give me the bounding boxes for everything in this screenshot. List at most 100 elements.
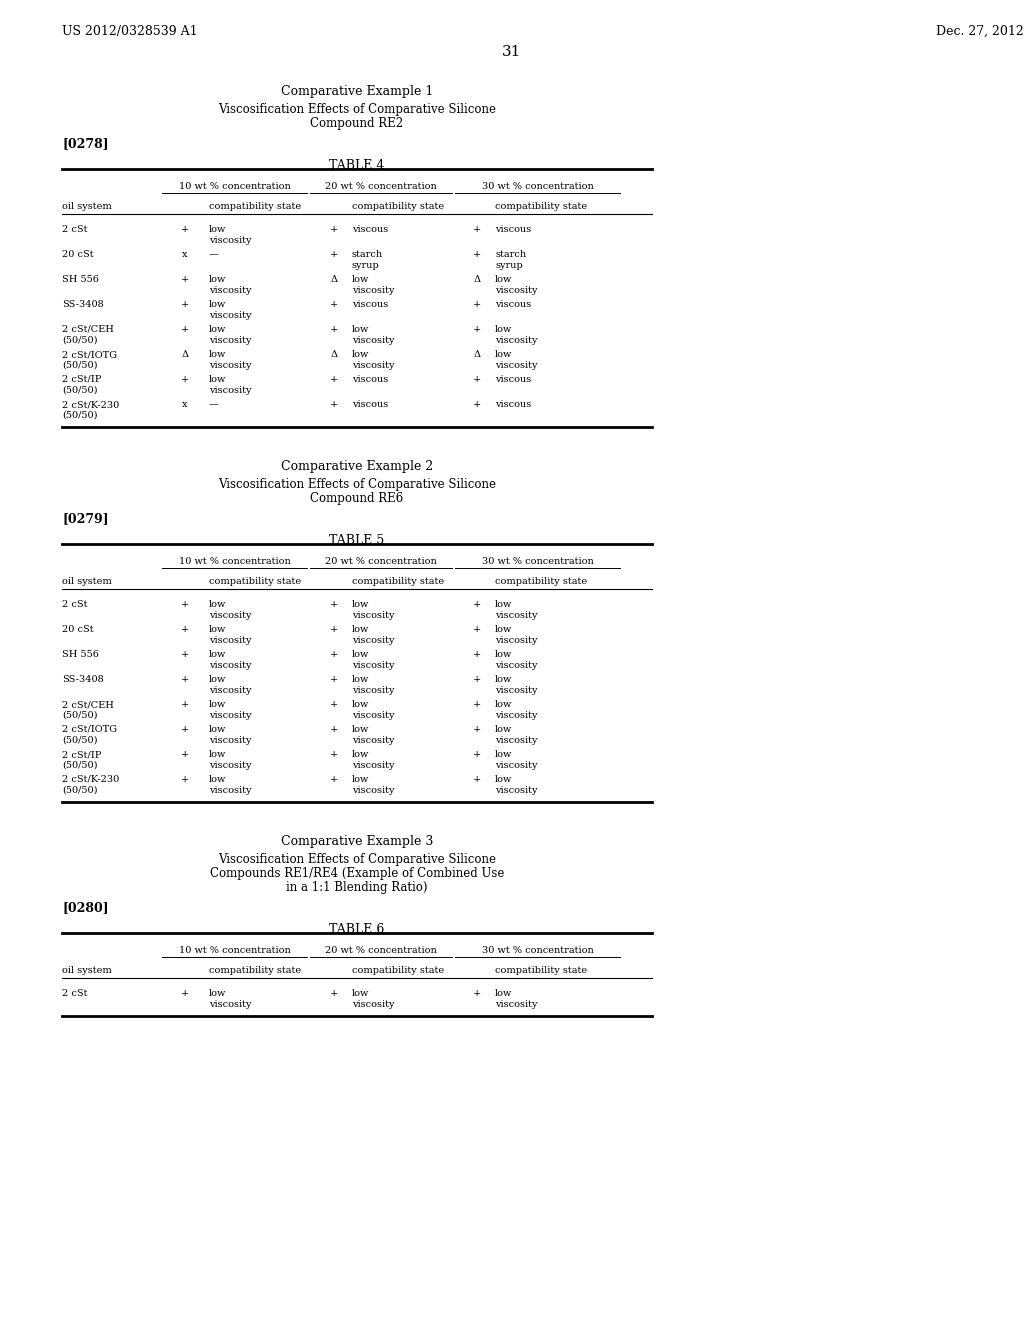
Text: 2 cSt: 2 cSt [62, 989, 87, 998]
Text: low: low [209, 775, 226, 784]
Text: viscosity: viscosity [495, 360, 538, 370]
Text: +: + [330, 675, 338, 684]
Text: viscosity: viscosity [495, 737, 538, 744]
Text: 10 wt % concentration: 10 wt % concentration [178, 557, 291, 566]
Text: low: low [495, 601, 512, 609]
Text: viscosity: viscosity [209, 360, 252, 370]
Text: viscosity: viscosity [495, 286, 538, 294]
Text: [0278]: [0278] [62, 137, 109, 150]
Text: viscous: viscous [495, 400, 531, 409]
Text: viscosity: viscosity [495, 337, 538, 345]
Text: +: + [330, 400, 338, 409]
Text: low: low [209, 350, 226, 359]
Text: low: low [352, 601, 370, 609]
Text: low: low [209, 275, 226, 284]
Text: viscosity: viscosity [209, 785, 252, 795]
Text: low: low [352, 675, 370, 684]
Text: viscosity: viscosity [495, 711, 538, 719]
Text: low: low [352, 325, 370, 334]
Text: viscosity: viscosity [209, 611, 252, 620]
Text: viscosity: viscosity [495, 785, 538, 795]
Text: low: low [495, 989, 512, 998]
Text: +: + [330, 224, 338, 234]
Text: —: — [209, 249, 219, 259]
Text: Δ: Δ [331, 350, 338, 359]
Text: (50/50): (50/50) [62, 785, 97, 795]
Text: low: low [352, 275, 370, 284]
Text: +: + [330, 700, 338, 709]
Text: Dec. 27, 2012: Dec. 27, 2012 [936, 25, 1024, 38]
Text: viscosity: viscosity [209, 385, 252, 395]
Text: compatibility state: compatibility state [495, 966, 587, 975]
Text: +: + [473, 675, 481, 684]
Text: viscosity: viscosity [209, 711, 252, 719]
Text: viscosity: viscosity [495, 661, 538, 671]
Text: Comparative Example 3: Comparative Example 3 [281, 836, 433, 847]
Text: viscosity: viscosity [495, 1001, 538, 1008]
Text: viscosity: viscosity [352, 762, 394, 770]
Text: 2 cSt/CEH: 2 cSt/CEH [62, 325, 114, 334]
Text: [0279]: [0279] [62, 512, 109, 525]
Text: starch: starch [352, 249, 383, 259]
Text: low: low [209, 300, 226, 309]
Text: low: low [495, 350, 512, 359]
Text: (50/50): (50/50) [62, 737, 97, 744]
Text: low: low [352, 350, 370, 359]
Text: viscosity: viscosity [495, 686, 538, 696]
Text: +: + [330, 775, 338, 784]
Text: low: low [209, 675, 226, 684]
Text: +: + [330, 624, 338, 634]
Text: viscosity: viscosity [495, 611, 538, 620]
Text: 2 cSt/IP: 2 cSt/IP [62, 375, 101, 384]
Text: SH 556: SH 556 [62, 649, 99, 659]
Text: Comparative Example 1: Comparative Example 1 [281, 84, 433, 98]
Text: low: low [495, 700, 512, 709]
Text: x: x [182, 249, 187, 259]
Text: +: + [181, 725, 189, 734]
Text: Compounds RE1/RE4 (Example of Combined Use: Compounds RE1/RE4 (Example of Combined U… [210, 867, 504, 880]
Text: +: + [181, 624, 189, 634]
Text: viscosity: viscosity [352, 711, 394, 719]
Text: 10 wt % concentration: 10 wt % concentration [178, 946, 291, 954]
Text: viscosity: viscosity [209, 737, 252, 744]
Text: viscosity: viscosity [352, 737, 394, 744]
Text: low: low [352, 700, 370, 709]
Text: (50/50): (50/50) [62, 337, 97, 345]
Text: +: + [473, 750, 481, 759]
Text: +: + [181, 775, 189, 784]
Text: low: low [209, 224, 226, 234]
Text: +: + [330, 649, 338, 659]
Text: low: low [352, 624, 370, 634]
Text: low: low [495, 325, 512, 334]
Text: low: low [209, 375, 226, 384]
Text: 2 cSt: 2 cSt [62, 224, 87, 234]
Text: +: + [181, 375, 189, 384]
Text: 30 wt % concentration: 30 wt % concentration [481, 946, 593, 954]
Text: Comparative Example 2: Comparative Example 2 [281, 459, 433, 473]
Text: Viscosification Effects of Comparative Silicone: Viscosification Effects of Comparative S… [218, 103, 496, 116]
Text: SS-3408: SS-3408 [62, 675, 103, 684]
Text: +: + [473, 700, 481, 709]
Text: +: + [330, 750, 338, 759]
Text: Δ: Δ [181, 350, 188, 359]
Text: —: — [209, 400, 219, 409]
Text: viscous: viscous [352, 375, 388, 384]
Text: +: + [181, 989, 189, 998]
Text: +: + [181, 700, 189, 709]
Text: low: low [209, 989, 226, 998]
Text: low: low [352, 989, 370, 998]
Text: +: + [181, 325, 189, 334]
Text: oil system: oil system [62, 577, 112, 586]
Text: +: + [330, 375, 338, 384]
Text: syrup: syrup [352, 261, 380, 271]
Text: viscosity: viscosity [209, 762, 252, 770]
Text: viscosity: viscosity [209, 636, 252, 645]
Text: viscosity: viscosity [352, 1001, 394, 1008]
Text: viscosity: viscosity [352, 636, 394, 645]
Text: viscosity: viscosity [352, 611, 394, 620]
Text: +: + [473, 224, 481, 234]
Text: compatibility state: compatibility state [352, 577, 444, 586]
Text: +: + [181, 601, 189, 609]
Text: viscosity: viscosity [352, 661, 394, 671]
Text: 30 wt % concentration: 30 wt % concentration [481, 557, 593, 566]
